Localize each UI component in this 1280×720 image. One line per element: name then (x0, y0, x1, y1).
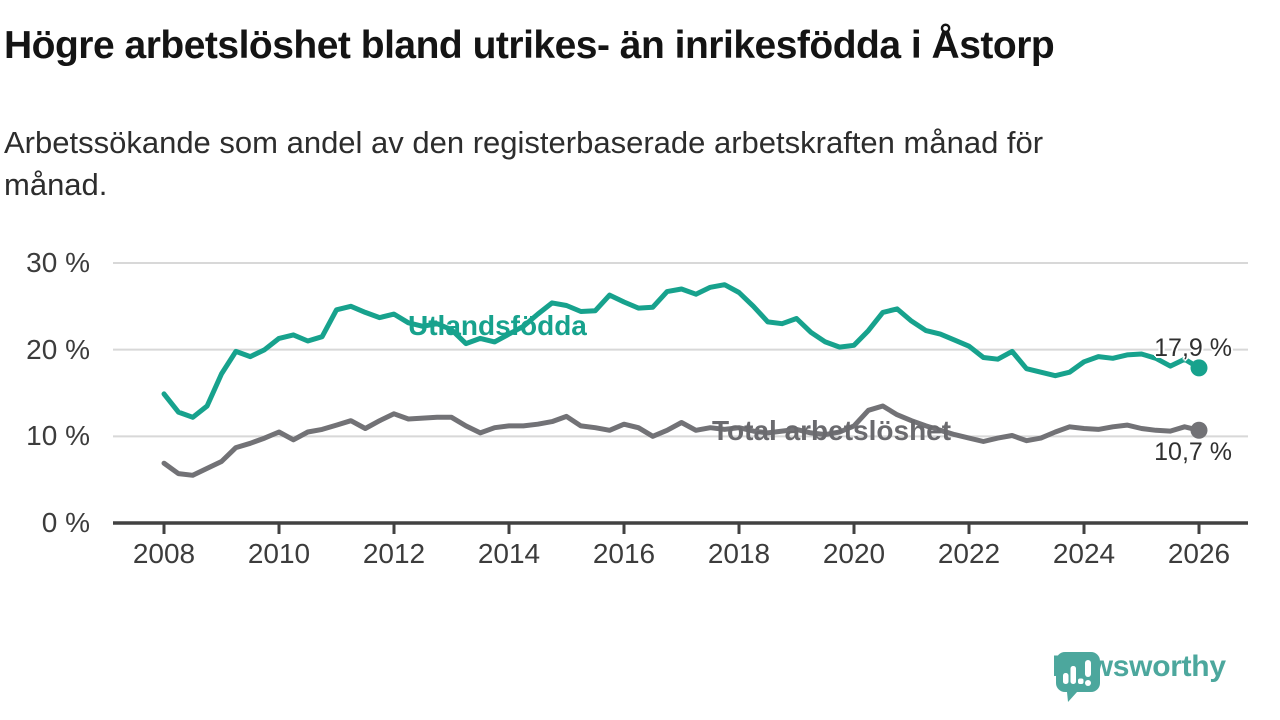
x-tick-label-2024: 2024 (1052, 538, 1116, 569)
x-tick-label-2022: 2022 (937, 538, 1001, 569)
x-tick-label-2018: 2018 (707, 538, 771, 569)
speech-bubble-shape (1056, 652, 1100, 702)
x-tick-label-2012: 2012 (362, 538, 426, 569)
end-value-label-total: 10,7 % (1154, 438, 1232, 466)
y-tick-label-10: 10 % (26, 420, 90, 452)
subtitle-line-1: Arbetssökande som andel av den registerb… (4, 125, 1044, 160)
x-tick-label-2014: 2014 (477, 538, 541, 569)
series-end-dot-0 (1190, 359, 1208, 377)
series-label-utlandsfodda: Utlandsfödda (408, 310, 587, 341)
series-label-total-arbetsloshet: Total arbetslöshet (712, 415, 952, 446)
series-line-1 (161, 403, 1202, 478)
bar-dot (1078, 678, 1084, 684)
brand-footer: Newsworthy (1052, 650, 1226, 702)
series-end-dot-1 (1190, 421, 1208, 439)
bar-tall (1070, 666, 1076, 684)
x-tick-label-2026: 2026 (1167, 538, 1231, 569)
series-line-0 (161, 282, 1202, 420)
y-tick-label-20: 20 % (26, 333, 90, 365)
x-tick-label-2020: 2020 (822, 538, 886, 569)
y-tick-label-30: 30 % (26, 246, 90, 278)
x-tick-label-2016: 2016 (592, 538, 656, 569)
newsworthy-logo-icon (1056, 652, 1100, 702)
exclamation-bar (1085, 660, 1091, 677)
x-tick-label-2010: 2010 (247, 538, 311, 569)
chart-subtitle: Arbetssökande som andel av den registerb… (4, 122, 1043, 206)
bar-small (1063, 673, 1069, 684)
y-tick-label-0: 0 % (41, 507, 90, 538)
page-title: Högre arbetslöshet bland utrikes- än inr… (4, 24, 1055, 67)
x-tick-label-2008: 2008 (132, 538, 196, 569)
end-value-label-utlandsfodda: 17,9 % (1154, 334, 1232, 362)
subtitle-line-2: månad. (4, 167, 108, 202)
exclamation-dot (1085, 680, 1091, 686)
